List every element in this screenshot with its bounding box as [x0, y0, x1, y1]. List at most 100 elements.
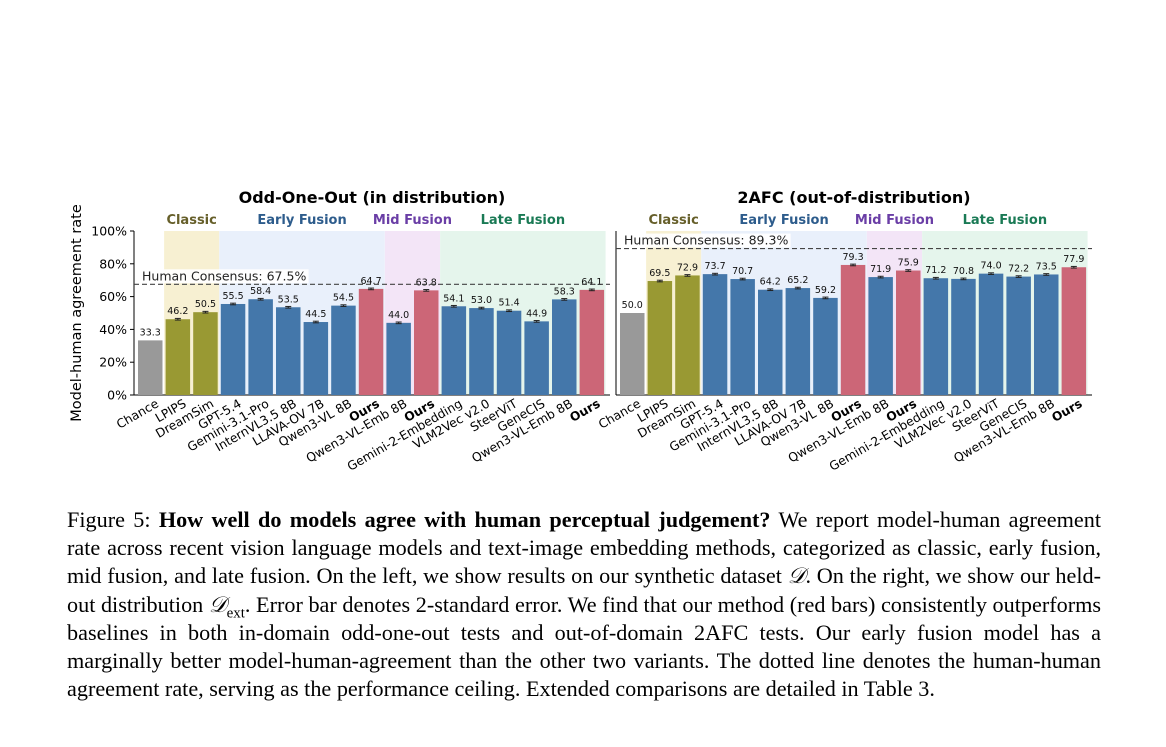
chart1-value-label: 53.0 — [471, 295, 492, 306]
chart2-bar-1-lpips — [647, 281, 673, 395]
chart2-bar-7-qwen3-vl-8b — [813, 297, 838, 395]
chart2-bar-5-internvl3-5-8b — [758, 289, 783, 395]
chart2-value-label: 71.2 — [925, 265, 946, 276]
chart2-value-label: 71.9 — [870, 264, 891, 275]
chart1-value-label: 63.8 — [416, 277, 437, 288]
chart1-bar-4-gemini-3-1-pro — [248, 299, 273, 395]
figure-caption: Figure 5: How well do models agree with … — [67, 506, 1101, 703]
chart2-value-label: 72.2 — [1008, 264, 1029, 275]
chart1-ytick-label: 100% — [91, 224, 127, 239]
chart1-human-consensus-label-bg — [138, 269, 309, 284]
chart1-bar-12-vlm2vec-v2-0 — [469, 308, 494, 395]
chart2-bar-15-qwen3-vl-emb-8b — [1034, 274, 1059, 395]
chart1-group-label-mid-fusion: Mid Fusion — [373, 213, 452, 228]
chart2-bar-13-steervit — [978, 273, 1004, 395]
chart2-bar-14-genecis — [1006, 276, 1031, 395]
chart1-value-label: 44.9 — [526, 308, 547, 319]
chart2-value-label: 73.7 — [704, 261, 725, 272]
chart2-value-label: 74.0 — [980, 261, 1001, 272]
chart1-value-label: 44.5 — [305, 309, 326, 320]
chart1-bar-14-genecis — [524, 321, 549, 395]
caption-math-dataset: 𝒟 — [787, 563, 806, 589]
chart1-group-label-late-fusion: Late Fusion — [481, 213, 565, 228]
caption-text-2: . On the right, we show our held-out dis… — [67, 563, 1101, 617]
caption-math-ext: 𝒟 — [208, 591, 227, 617]
chart2-bar-12-vlm2vec-v2-0 — [951, 278, 976, 395]
chart2-group-label-mid-fusion: Mid Fusion — [855, 213, 934, 228]
chart2-value-label: 77.9 — [1063, 254, 1084, 265]
chart2-value-label: 72.9 — [677, 262, 698, 273]
chart1-y-axis-label: Model-human agreement rate — [69, 204, 85, 422]
caption-math-ext-sub: ext — [226, 605, 245, 622]
chart1-value-label: 58.3 — [554, 286, 575, 297]
chart1-bar-13-steervit — [496, 310, 522, 395]
caption-text-1: We report model-human agreement rate acr… — [67, 507, 1101, 589]
chart2-human-consensus-label-bg — [620, 233, 791, 248]
chart1-bar-6-llava-ov-7b — [303, 322, 329, 395]
chart1-value-label: 64.7 — [360, 276, 381, 287]
chart1-bar-11-gemini-2-embedding — [441, 306, 467, 395]
chart2-category-label: Ours — [1049, 396, 1084, 424]
chart1-group-band-late-fusion — [440, 231, 606, 395]
chart2-bar-9-qwen3-vl-emb-8b — [868, 277, 893, 395]
chart1-bar-1-lpips — [165, 319, 191, 395]
chart1-bar-9-qwen3-vl-emb-8b — [386, 322, 411, 395]
chart1-bar-7-qwen3-vl-8b — [331, 305, 356, 395]
chart2-bar-4-gemini-3-1-pro — [730, 279, 755, 395]
figure-chart: Classic Early Fusion Mid Fusion Late Fusion… — [69, 188, 1092, 474]
chart1-title: Odd-One-Out (in distribution) — [239, 188, 506, 207]
chart2-bar-3-gpt-5-4 — [702, 274, 728, 395]
chart2-group-label-late-fusion: Late Fusion — [963, 213, 1047, 228]
chart1-bar-0-chance — [138, 340, 163, 395]
chart2-value-label: 59.2 — [815, 285, 836, 296]
chart2-bar-16-ours — [1061, 267, 1087, 395]
chart2-bar-2-dreamsim — [675, 275, 700, 395]
chart2-human-consensus-label: Human Consensus: 89.3% — [624, 233, 788, 248]
chart2-bar-11-gemini-2-embedding — [923, 278, 949, 395]
chart2-title: 2AFC (out-of-distribution) — [737, 188, 970, 207]
chart1-bar-3-gpt-5-4 — [220, 303, 246, 395]
chart2-group-band-late-fusion — [922, 231, 1088, 395]
chart2-bar-6-llava-ov-7b — [785, 288, 811, 395]
chart1-bar-2-dreamsim — [193, 312, 218, 395]
chart1-group-label-early-fusion: Early Fusion — [257, 213, 346, 228]
chart2-group-band-early-fusion — [701, 231, 867, 395]
caption-bold-title: How well do models agree with human perc… — [158, 507, 771, 532]
chart1-value-label: 55.5 — [222, 291, 243, 302]
chart1-value-label: 58.4 — [250, 286, 271, 297]
chart2-group-label-early-fusion: Early Fusion — [739, 213, 828, 228]
chart1-group-band-early-fusion — [219, 231, 385, 395]
chart2-value-label: 65.2 — [787, 275, 808, 286]
chart2-value-label: 64.2 — [760, 277, 781, 288]
chart1-value-label: 44.0 — [388, 310, 409, 321]
chart1-bar-10-ours — [414, 290, 439, 395]
chart1-value-label: 54.5 — [333, 293, 354, 304]
chart2-value-label: 79.3 — [842, 252, 863, 263]
chart2-group-label-classic: Classic — [648, 213, 698, 228]
chart1-value-label: 54.1 — [443, 293, 464, 304]
chart1-ytick-label: 40% — [99, 322, 127, 337]
chart1-ytick-label: 0% — [107, 388, 127, 403]
chart1-bar-15-qwen3-vl-emb-8b — [552, 299, 577, 395]
caption-label: Figure 5: — [67, 507, 151, 532]
caption-text-3: . Error bar denotes 2-standard error. We… — [67, 591, 1101, 702]
chart1-ytick-label: 60% — [99, 289, 127, 304]
chart1-group-label-classic: Classic — [166, 213, 216, 228]
chart2-bar-10-ours — [896, 270, 921, 395]
chart2-value-label: 75.9 — [898, 258, 919, 269]
chart1-value-label: 46.2 — [167, 306, 188, 317]
chart2-value-label: 69.5 — [649, 268, 670, 279]
chart1-value-label: 50.5 — [195, 299, 216, 310]
chart2-value-label: 73.5 — [1036, 261, 1057, 272]
chart2-bar-8-ours — [840, 264, 866, 395]
chart2-bar-0-chance — [620, 313, 645, 395]
chart1-value-label: 33.3 — [140, 327, 161, 338]
chart1-bar-5-internvl3-5-8b — [276, 307, 301, 395]
chart1-ytick-label: 20% — [99, 355, 127, 370]
chart2-value-label: 50.0 — [622, 300, 643, 311]
chart1-value-label: 64.1 — [581, 277, 602, 288]
chart2-value-label: 70.7 — [732, 266, 753, 277]
chart1-bar-8-ours — [358, 288, 384, 395]
chart1-ytick-label: 80% — [99, 256, 127, 271]
chart2-value-label: 70.8 — [953, 266, 974, 277]
